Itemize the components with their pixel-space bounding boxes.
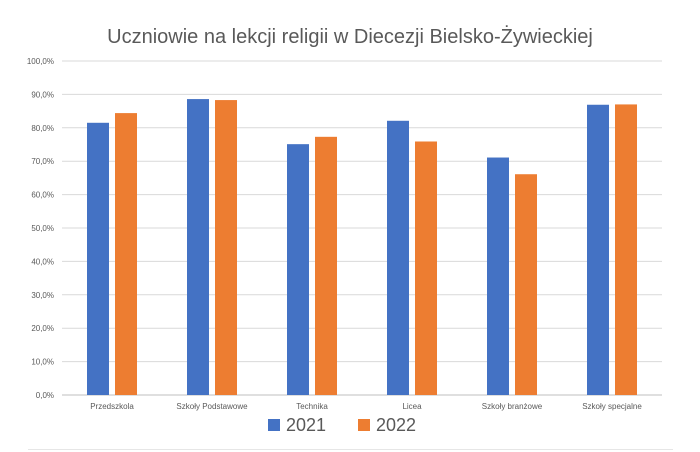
bar-2022 (115, 113, 137, 395)
y-tick-label: 100,0% (27, 57, 54, 66)
bar-2022 (315, 136, 337, 395)
y-tick-label: 60,0% (31, 191, 54, 200)
bottom-divider (28, 449, 673, 450)
bar-2021 (387, 120, 409, 395)
bar-2022 (615, 104, 637, 396)
bar-2022 (515, 174, 537, 395)
bar-2022 (415, 141, 437, 395)
legend-label: 2022 (376, 415, 416, 435)
legend-label: 2021 (286, 415, 326, 435)
y-tick-label: 50,0% (31, 224, 54, 233)
bar-2022 (215, 100, 237, 395)
bar-2021 (187, 99, 209, 396)
x-tick-label: Szkoły branżowe (482, 402, 543, 411)
y-tick-label: 20,0% (31, 324, 54, 333)
y-tick-label: 80,0% (31, 124, 54, 133)
x-tick-label: Szkoły specjalne (582, 402, 642, 411)
y-tick-label: 90,0% (31, 90, 54, 99)
x-tick-label: Technika (296, 402, 328, 411)
bar-2021 (587, 104, 609, 395)
y-tick-label: 70,0% (31, 157, 54, 166)
x-tick-label: Licea (402, 402, 422, 411)
chart-title: Uczniowie na lekcji religii w Diecezji B… (107, 26, 593, 48)
y-tick-label: 10,0% (31, 358, 54, 367)
bar-2021 (287, 144, 309, 395)
legend-swatch-2022 (358, 419, 370, 431)
bar-2021 (87, 122, 109, 395)
y-tick-label: 30,0% (31, 291, 54, 300)
legend-swatch-2021 (268, 419, 280, 431)
bar-2021 (487, 157, 509, 395)
x-tick-label: Szkoły Podstawowe (176, 402, 248, 411)
y-tick-label: 40,0% (31, 257, 54, 266)
y-tick-label: 0,0% (36, 391, 54, 400)
x-tick-label: Przedszkola (90, 402, 134, 411)
